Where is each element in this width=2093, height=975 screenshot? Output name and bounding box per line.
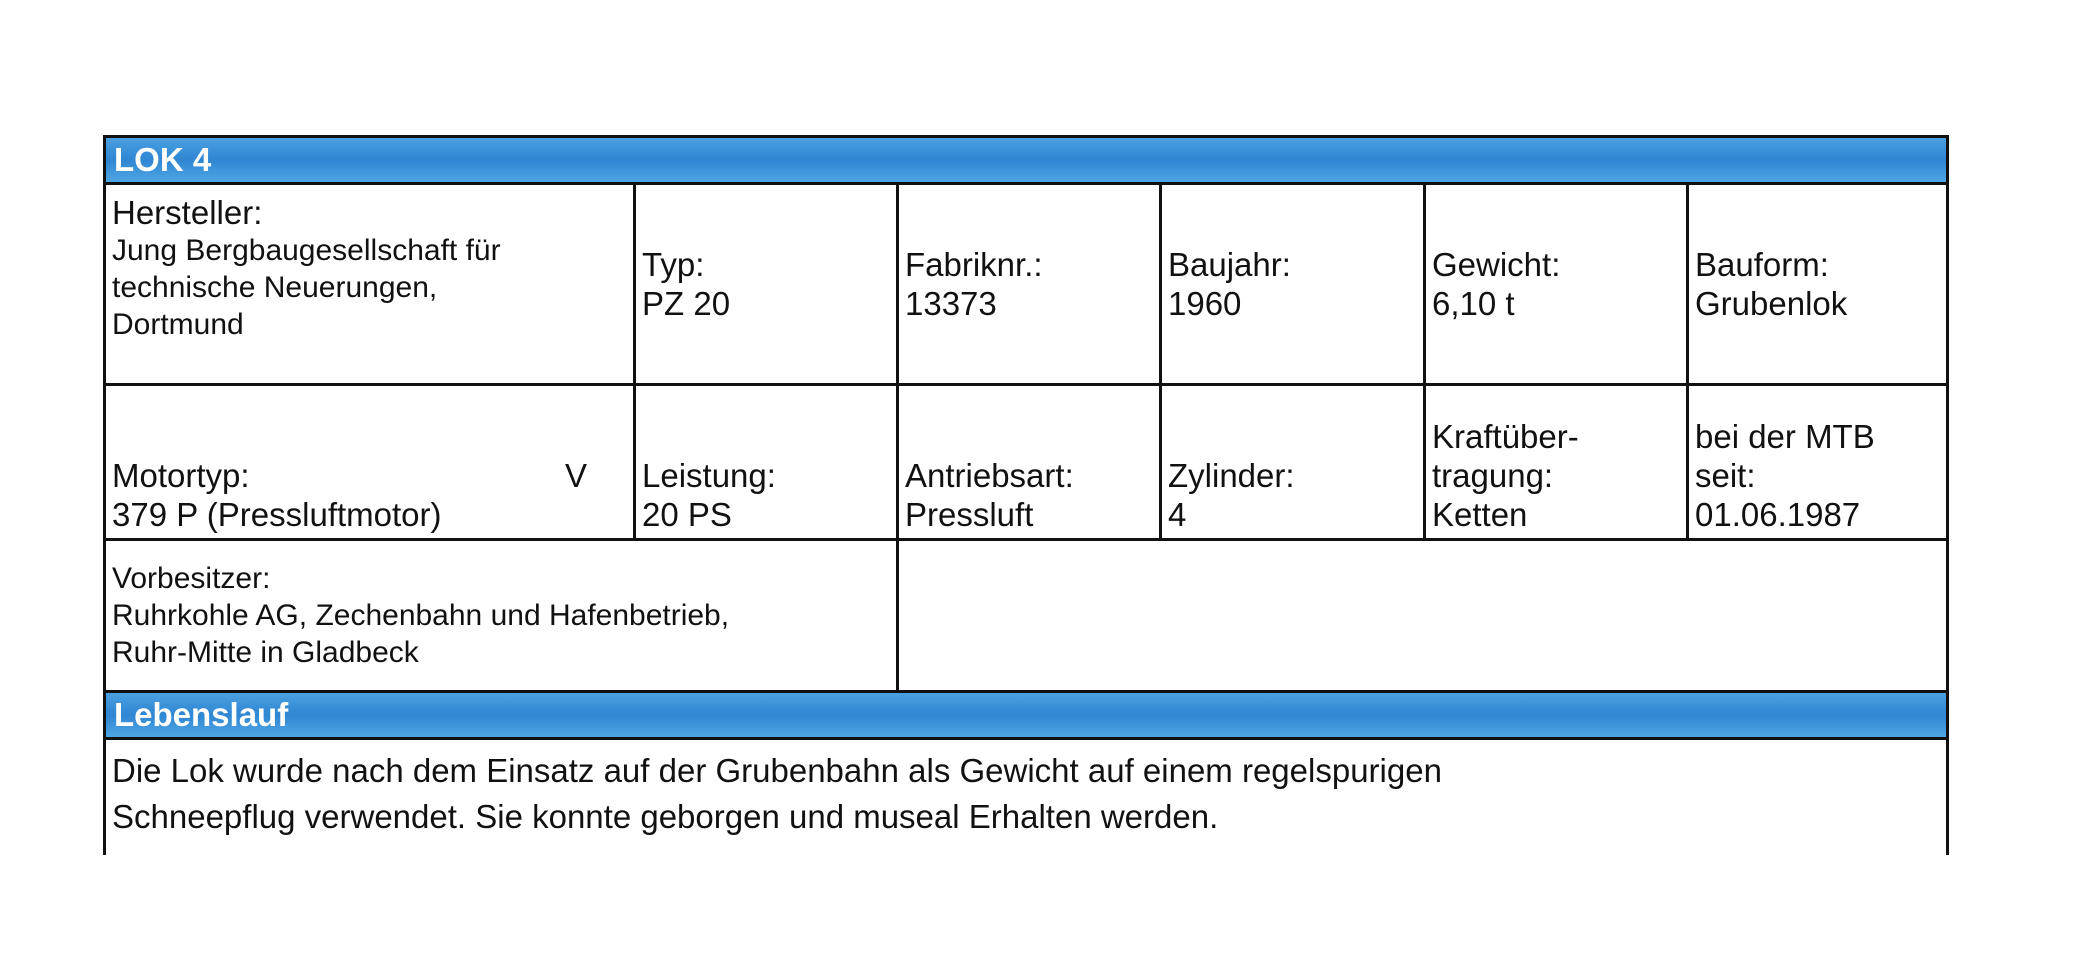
- cell-typ: Typ: PZ 20: [633, 182, 899, 386]
- value: Jung Bergbaugesellschaft für: [112, 234, 501, 267]
- value: Dortmund: [112, 308, 244, 341]
- label: Fabriknr.:: [905, 246, 1043, 283]
- value: 20 PS: [642, 496, 732, 533]
- label: Bauform:: [1695, 246, 1829, 283]
- cell-antriebsart: Antriebsart: Pressluft: [896, 383, 1162, 541]
- value: 4: [1168, 496, 1187, 533]
- cell-zylinder: Zylinder: 4: [1159, 383, 1426, 541]
- label: Antriebsart:: [905, 457, 1074, 494]
- title-bar: LOK 4: [103, 135, 1949, 185]
- cell-kraftuebertragung: Kraftüber- tragung: Ketten: [1423, 383, 1689, 541]
- label: Gewicht:: [1432, 246, 1561, 283]
- value: 13373: [905, 285, 997, 322]
- label: Baujahr:: [1168, 246, 1291, 283]
- value: Ruhr-Mitte in Gladbeck: [112, 636, 419, 669]
- label: Vorbesitzer:: [112, 562, 271, 595]
- value: Ketten: [1432, 496, 1528, 533]
- section-title-bar: Lebenslauf: [103, 690, 1949, 740]
- label: bei der MTB: [1695, 418, 1875, 455]
- text-line: Schneepflug verwendet. Sie konnte geborg…: [112, 798, 1219, 835]
- value: Ruhrkohle AG, Zechenbahn und Hafenbetrie…: [112, 599, 730, 632]
- label: Hersteller:: [112, 194, 263, 231]
- cell-mtb-seit: bei der MTB seit: 01.06.1987: [1686, 383, 1949, 541]
- label: Motortyp: V: [112, 456, 627, 495]
- label: tragung:: [1432, 457, 1554, 494]
- cell-vorbesitzer: Vorbesitzer: Ruhrkohle AG, Zechenbahn un…: [103, 538, 899, 693]
- cell-fabriknr: Fabriknr.: 13373: [896, 182, 1162, 386]
- label-suffix: V: [564, 457, 587, 494]
- cell-baujahr: Baujahr: 1960: [1159, 182, 1426, 386]
- value: technische Neuerungen,: [112, 271, 438, 304]
- label: Kraftüber-: [1432, 418, 1579, 455]
- value: Pressluft: [905, 496, 1034, 533]
- value: PZ 20: [642, 285, 731, 322]
- label: Typ:: [642, 246, 705, 283]
- value: Grubenlok: [1695, 285, 1848, 322]
- label: Zylinder:: [1168, 457, 1295, 494]
- cell-gewicht: Gewicht: 6,10 t: [1423, 182, 1689, 386]
- cell-bauform: Bauform: Grubenlok: [1686, 182, 1949, 386]
- label: Leistung:: [642, 457, 776, 494]
- section-text: Die Lok wurde nach dem Einsatz auf der G…: [112, 748, 1442, 840]
- cell-hersteller: Hersteller: Jung Bergbaugesellschaft für…: [103, 182, 636, 386]
- cell-leistung: Leistung: 20 PS: [633, 383, 899, 541]
- value: 01.06.1987: [1695, 496, 1861, 533]
- label-text: Motortyp:: [112, 457, 250, 494]
- value: 1960: [1168, 285, 1242, 322]
- label: seit:: [1695, 457, 1756, 494]
- text-line: Die Lok wurde nach dem Einsatz auf der G…: [112, 752, 1442, 789]
- value: 6,10 t: [1432, 285, 1515, 322]
- value: 379 P (Pressluftmotor): [112, 496, 442, 533]
- cell-motortyp: Motortyp: V 379 P (Pressluftmotor): [103, 383, 636, 541]
- cell-empty: [896, 538, 1949, 693]
